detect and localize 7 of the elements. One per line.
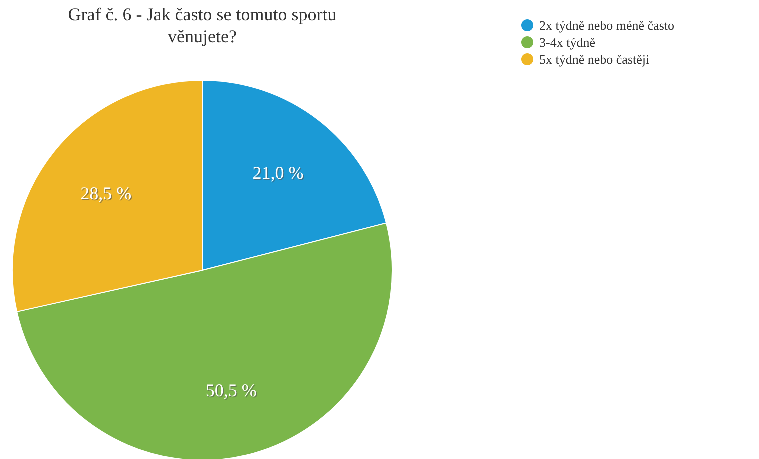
data-label: 21,0 % — [254, 164, 305, 184]
chart-title: Graf č. 6 - Jak často se tomuto sportu věnujete? — [68, 4, 337, 46]
legend-label: 5x týdně nebo častěji — [540, 52, 650, 67]
data-label: 28,5 % — [82, 184, 133, 204]
legend-label: 3-4x týdně — [540, 35, 596, 50]
data-label: 50,5 % — [206, 382, 258, 402]
legend-label: 2x týdně nebo méně často — [540, 18, 675, 33]
